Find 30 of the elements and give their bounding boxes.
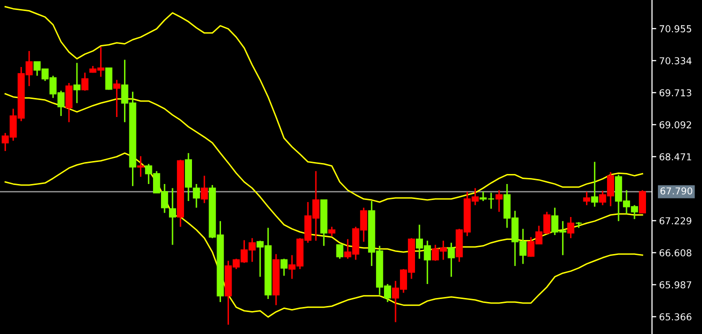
y-tick-label: 69.713 bbox=[660, 89, 692, 96]
y-tick-label: 67.229 bbox=[660, 217, 692, 224]
candlestick bbox=[591, 161, 598, 208]
candlestick bbox=[137, 155, 144, 178]
candlestick bbox=[496, 190, 503, 213]
candlestick bbox=[81, 72, 88, 92]
candlestick bbox=[200, 175, 208, 204]
y-tick-label: 68.471 bbox=[660, 153, 692, 160]
candlestick bbox=[113, 79, 120, 118]
y-tick-label: 70.334 bbox=[660, 57, 692, 64]
y-tick-label: 69.092 bbox=[660, 121, 692, 128]
candlestick bbox=[448, 242, 455, 278]
candlestick bbox=[192, 183, 200, 208]
candlestick bbox=[280, 258, 288, 276]
y-tick-label: 65.987 bbox=[660, 281, 692, 288]
candlestick bbox=[65, 82, 73, 123]
candlestick bbox=[73, 62, 80, 104]
candlestick bbox=[575, 221, 582, 229]
candlestick bbox=[638, 190, 646, 214]
y-tick-label: 66.608 bbox=[660, 249, 692, 256]
candlestick bbox=[583, 191, 590, 206]
line-series bbox=[4, 152, 644, 318]
y-tick-label: 70.955 bbox=[660, 25, 692, 32]
candlestick bbox=[328, 226, 336, 237]
candlestick bbox=[336, 244, 344, 260]
ref-line-label: 67.790 bbox=[660, 187, 692, 194]
line-series bbox=[4, 6, 644, 203]
candlestick bbox=[105, 67, 112, 90]
y-tick-label: 65.366 bbox=[660, 313, 692, 320]
candlestick bbox=[567, 216, 574, 239]
